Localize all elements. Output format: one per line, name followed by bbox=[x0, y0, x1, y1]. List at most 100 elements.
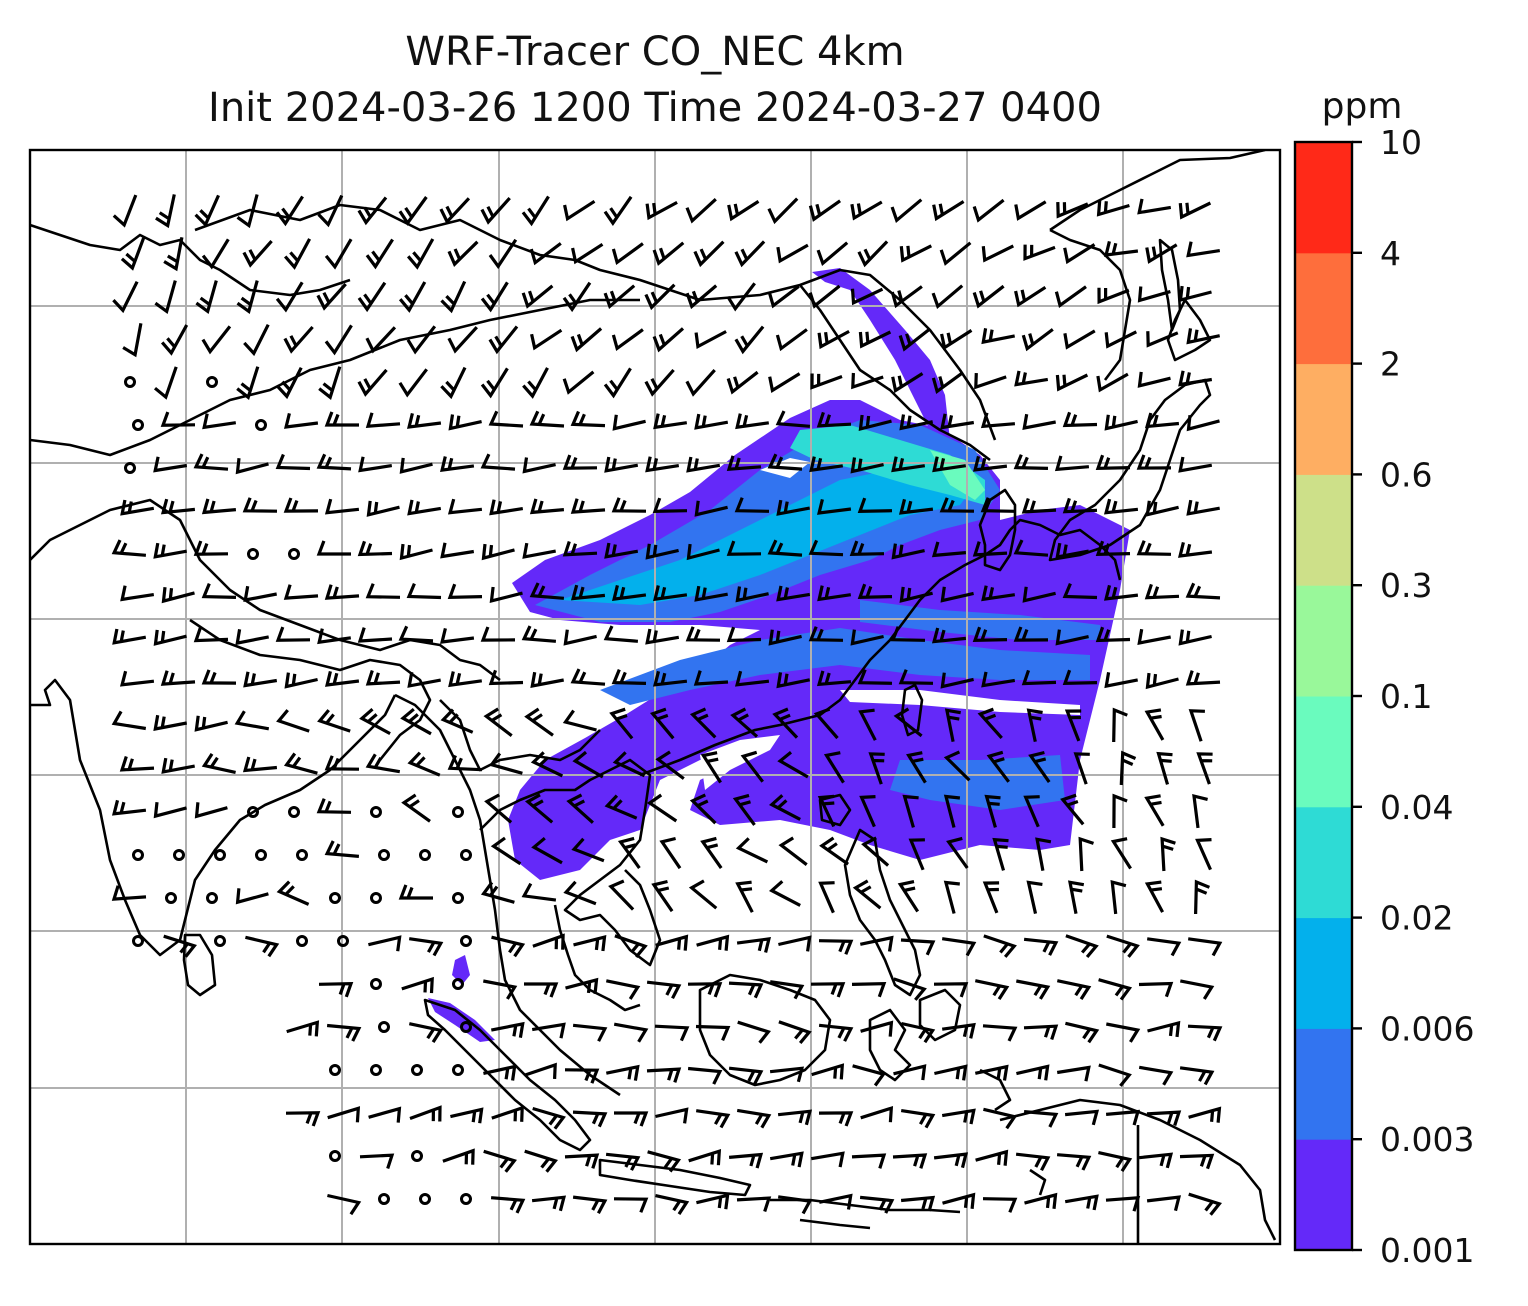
wind-barb bbox=[646, 1067, 682, 1083]
wind-barb bbox=[1146, 1195, 1182, 1212]
wind-barb bbox=[972, 198, 1005, 223]
wind-barb bbox=[564, 1068, 600, 1084]
wind-barb bbox=[645, 628, 680, 645]
wind-barb bbox=[1023, 244, 1056, 261]
wind-barb bbox=[688, 1148, 722, 1166]
wind-barb bbox=[1186, 499, 1220, 516]
wind-barb-calm bbox=[419, 1193, 431, 1205]
wind-barb bbox=[276, 880, 310, 906]
wind-barb bbox=[768, 372, 801, 393]
russia-east bbox=[1049, 150, 1266, 381]
wind-barb-calm bbox=[337, 935, 349, 947]
wind-barb bbox=[980, 412, 1016, 429]
wind-barb bbox=[940, 586, 974, 603]
wind-barb bbox=[522, 367, 549, 399]
wind-barb bbox=[696, 1193, 730, 1210]
wind-barb bbox=[439, 628, 475, 644]
wind-barb bbox=[1024, 1192, 1058, 1209]
wind-barb bbox=[532, 1106, 566, 1130]
wind-barb bbox=[562, 454, 598, 470]
wind-barb bbox=[530, 671, 565, 689]
wind-barb bbox=[1056, 979, 1092, 1000]
wind-barb bbox=[1146, 937, 1182, 957]
wind-barb bbox=[1178, 629, 1212, 646]
wind-barb bbox=[1021, 669, 1057, 686]
wind-barb bbox=[972, 455, 1008, 472]
wind-barb bbox=[818, 1023, 854, 1042]
wind-barb bbox=[243, 671, 278, 688]
wind-barb bbox=[562, 541, 598, 557]
wind-barb bbox=[193, 453, 229, 471]
wind-barb bbox=[694, 585, 728, 602]
wind-barb bbox=[1014, 370, 1049, 387]
wind-barb bbox=[932, 200, 965, 222]
sulawesi bbox=[868, 1008, 912, 1082]
wind-barb bbox=[700, 836, 723, 870]
sakhalin bbox=[1158, 238, 1182, 332]
wind-barb bbox=[1013, 539, 1049, 557]
wind-barb bbox=[112, 628, 147, 645]
wind-barb bbox=[1188, 709, 1205, 742]
wind-barb bbox=[530, 328, 563, 351]
wind-barb bbox=[448, 414, 482, 431]
wind-barb bbox=[491, 1105, 524, 1122]
wind-barb bbox=[817, 794, 836, 828]
wind-barb bbox=[654, 1024, 690, 1042]
wind-barb bbox=[1028, 750, 1051, 784]
wind-barb bbox=[775, 410, 811, 428]
wind-barb bbox=[900, 1109, 936, 1129]
wind-barb-calm bbox=[460, 1021, 472, 1033]
wind-barb bbox=[563, 629, 597, 646]
wind-barb bbox=[946, 836, 969, 869]
wind-barb bbox=[613, 1197, 649, 1213]
wind-barb bbox=[769, 980, 805, 1000]
wind-barb bbox=[160, 498, 196, 515]
wind-barb bbox=[893, 1064, 927, 1081]
wind-barb bbox=[1055, 373, 1089, 392]
wind-barb bbox=[1144, 880, 1165, 913]
wind-barb bbox=[735, 413, 770, 430]
wind-barb bbox=[649, 707, 675, 740]
wind-barb bbox=[572, 1195, 608, 1215]
wind-barb bbox=[689, 793, 717, 825]
wind-barb bbox=[1060, 793, 1085, 826]
wind-barb bbox=[1098, 978, 1133, 1001]
wind-barb bbox=[655, 750, 685, 780]
wind-barb bbox=[1013, 626, 1049, 642]
wind-barb bbox=[564, 1153, 600, 1169]
wind-barb bbox=[611, 242, 644, 266]
wind-barb bbox=[368, 935, 402, 952]
wind-barb bbox=[570, 327, 603, 353]
colorbar-tick-label: 0.3 bbox=[1380, 566, 1432, 605]
wind-barb bbox=[1015, 979, 1051, 1000]
wind-barb bbox=[283, 325, 314, 354]
wind-barb bbox=[236, 194, 259, 229]
wind-barb bbox=[647, 1150, 682, 1173]
india-coast bbox=[30, 678, 397, 957]
wind-barb bbox=[359, 707, 391, 736]
wind-barb bbox=[153, 366, 178, 400]
wind-barb bbox=[942, 1192, 976, 1209]
wind-barb bbox=[700, 751, 722, 784]
wind-barb bbox=[357, 368, 388, 397]
wind-barb bbox=[1179, 1066, 1215, 1086]
wind-barb bbox=[572, 1110, 608, 1128]
wind-barb bbox=[972, 626, 1008, 643]
wind-barb bbox=[860, 1020, 894, 1037]
wind-barb bbox=[810, 982, 846, 998]
wind-barb bbox=[324, 840, 360, 858]
srilanka bbox=[182, 933, 217, 997]
wind-barb bbox=[655, 1107, 689, 1124]
wind-barb bbox=[529, 582, 565, 600]
wind-barb bbox=[531, 1022, 566, 1039]
wind-barb bbox=[440, 366, 467, 400]
wind-barb bbox=[440, 280, 467, 314]
wind-barb bbox=[1056, 202, 1089, 219]
wind-barb bbox=[406, 582, 442, 600]
wind-barb bbox=[447, 498, 483, 515]
wind-barb bbox=[849, 540, 885, 556]
wind-barb bbox=[400, 707, 432, 736]
wind-barb bbox=[900, 938, 936, 956]
wind-barb bbox=[980, 497, 1016, 513]
wind-barb bbox=[767, 285, 800, 309]
